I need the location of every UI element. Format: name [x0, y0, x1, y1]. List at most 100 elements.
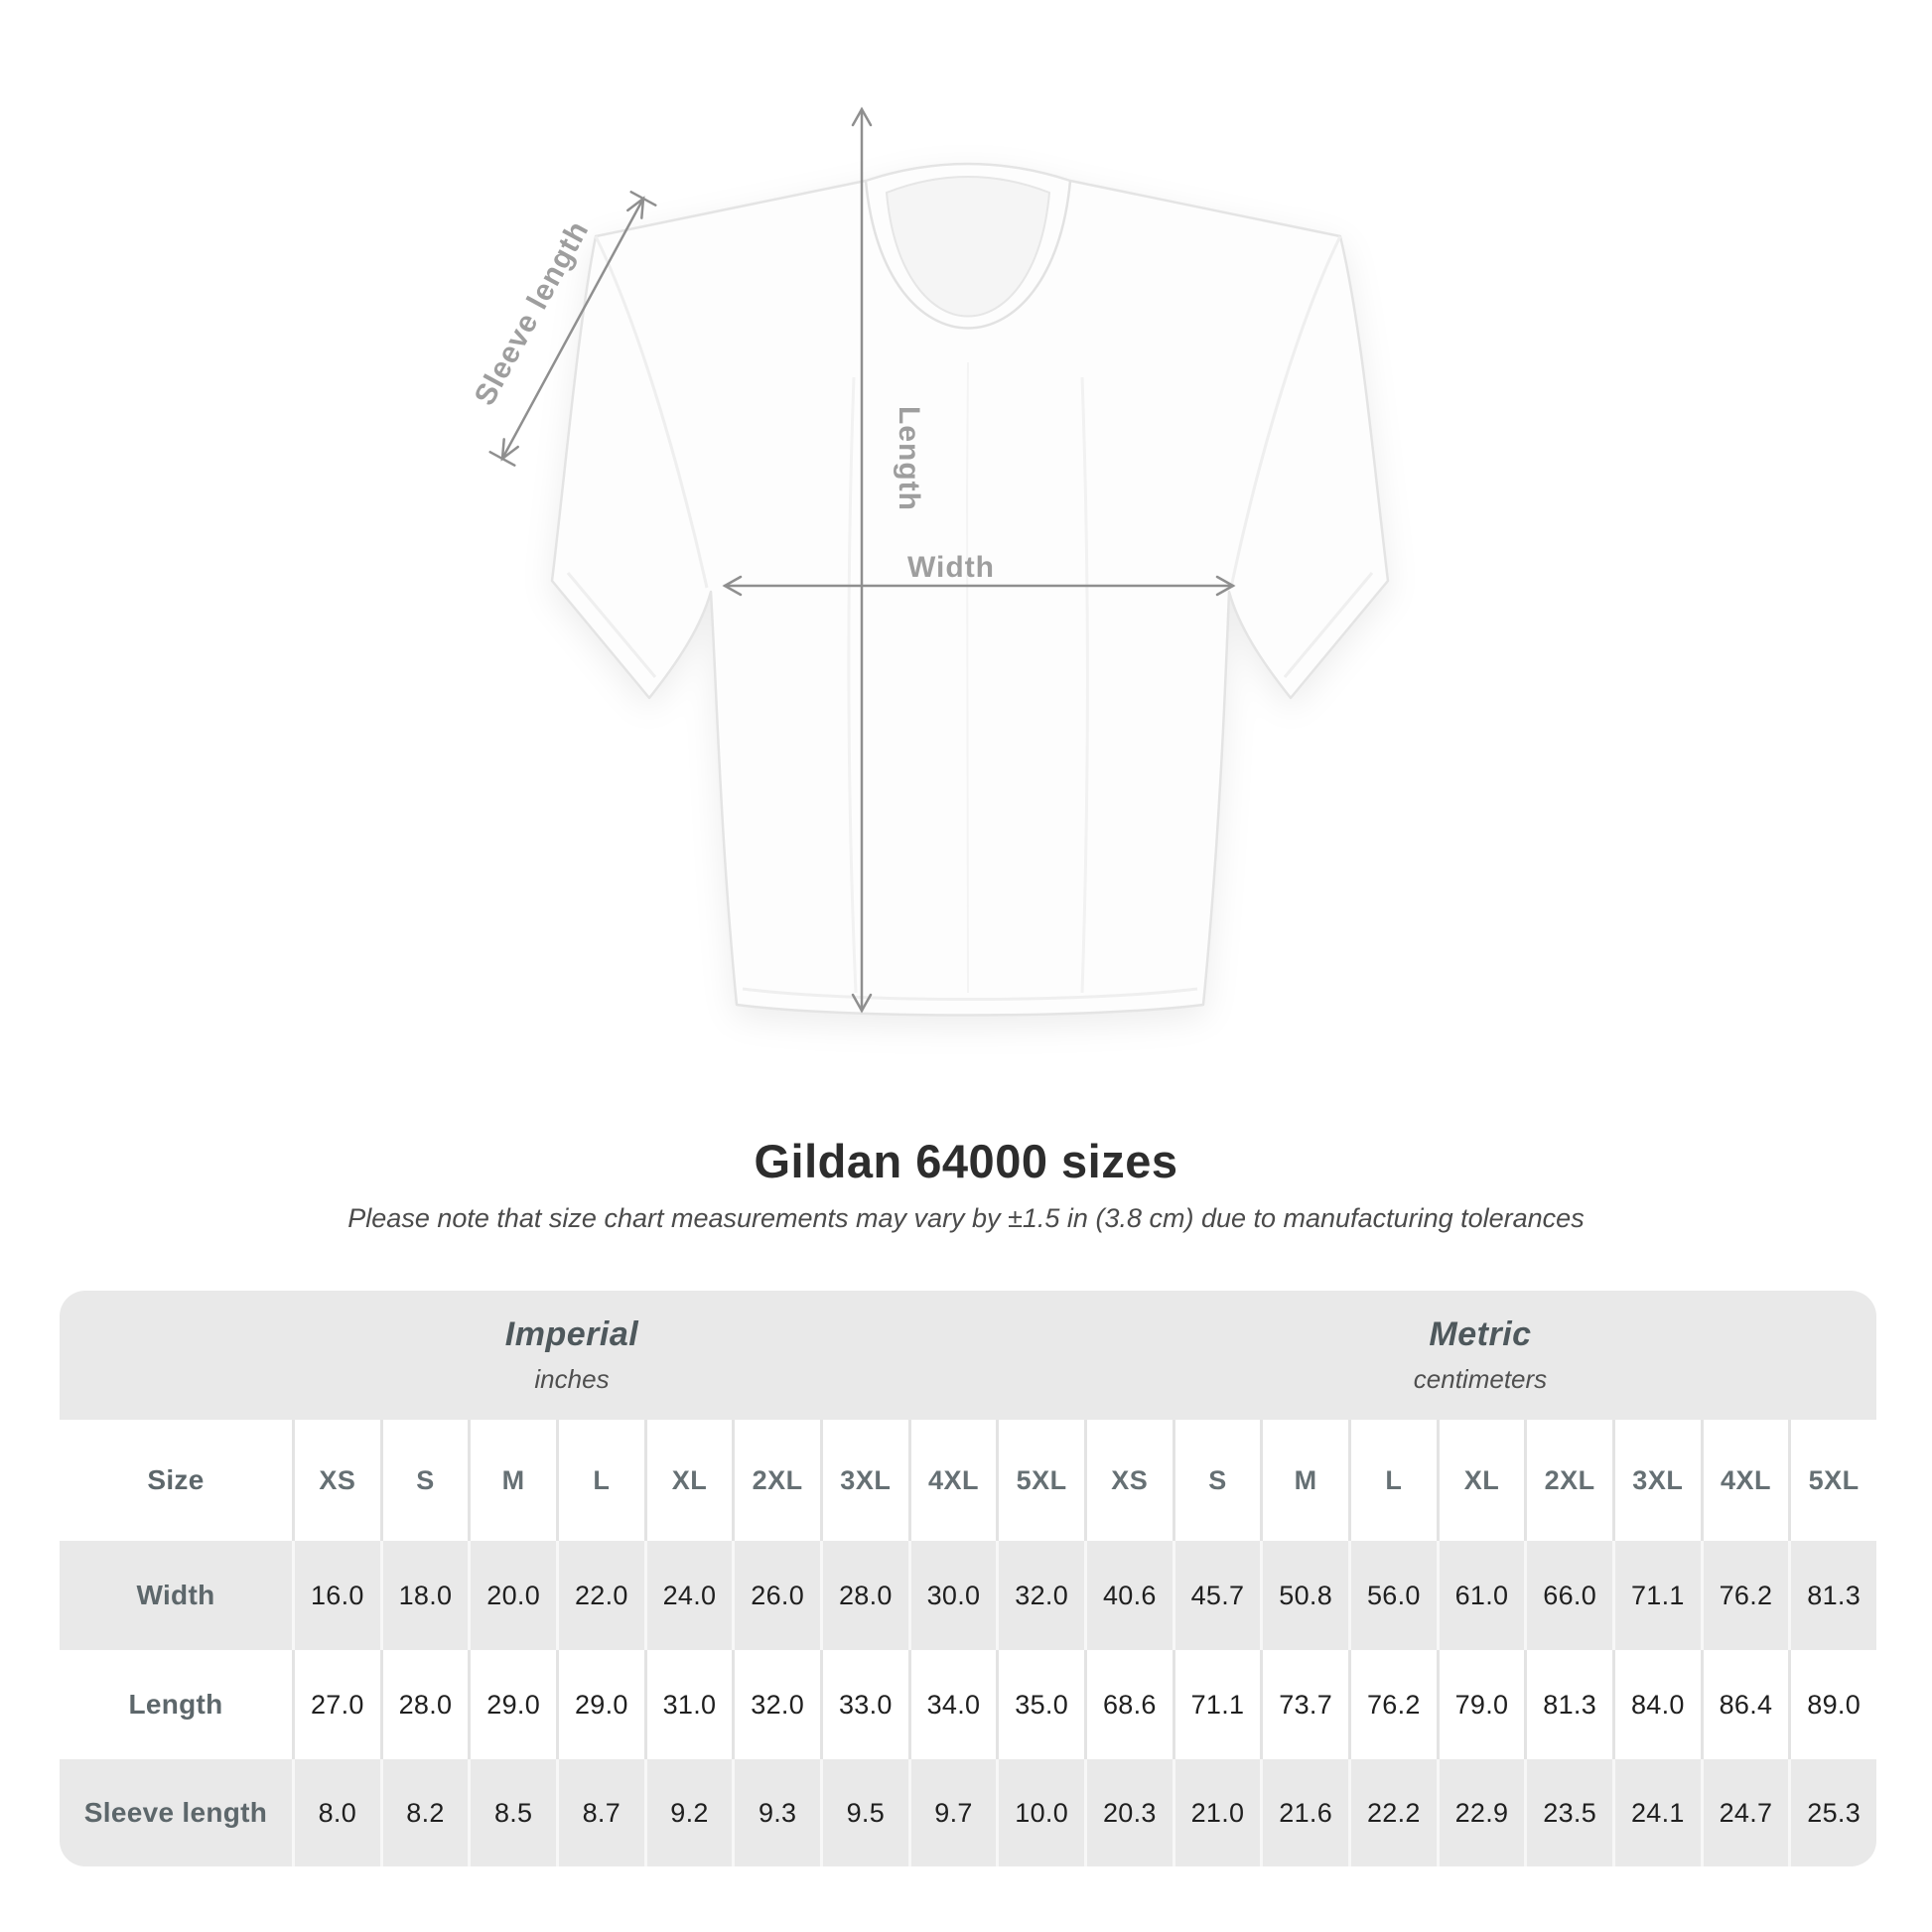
- tshirt-measurement-diagram: Length Width Sleeve length: [469, 106, 1390, 1017]
- measurement-value-cell: 9.5: [819, 1759, 908, 1866]
- measurement-value-cell: 30.0: [907, 1541, 997, 1650]
- width-arrowhead-right: [1215, 575, 1236, 597]
- measurement-value-cell: 22.2: [1347, 1759, 1437, 1866]
- size-header-cell: XL: [1436, 1420, 1525, 1541]
- measurement-value-cell: 27.0: [292, 1650, 380, 1759]
- measurement-value-cell: 24.1: [1611, 1759, 1701, 1866]
- measurement-value-cell: 79.0: [1436, 1650, 1525, 1759]
- measurement-value-cell: 61.0: [1436, 1541, 1525, 1650]
- measurement-value-cell: 86.4: [1700, 1650, 1789, 1759]
- measurement-value-cell: 34.0: [907, 1650, 997, 1759]
- sleeve-tick-top: [629, 191, 657, 207]
- size-header-cell: S: [1172, 1420, 1261, 1541]
- measurement-value-cell: 71.1: [1172, 1650, 1261, 1759]
- measurement-value-cell: 33.0: [819, 1650, 908, 1759]
- imperial-section-header: Imperial inches: [60, 1291, 1084, 1420]
- measurement-value-cell: 26.0: [732, 1541, 820, 1650]
- tshirt-seams: [566, 235, 1374, 1001]
- size-table: Imperial inches Metric centimeters Size X…: [60, 1291, 1876, 1866]
- measurement-value-cell: 45.7: [1172, 1541, 1261, 1650]
- size-header-cell: 2XL: [1524, 1420, 1612, 1541]
- measurement-value-cell: 22.9: [1436, 1759, 1525, 1866]
- measurement-value-cell: 24.7: [1700, 1759, 1789, 1866]
- width-arrowhead-left: [722, 575, 743, 597]
- metric-label: Metric: [1429, 1315, 1532, 1353]
- size-header-cell: 4XL: [1700, 1420, 1789, 1541]
- measurement-value-cell: 89.0: [1788, 1650, 1876, 1759]
- measurement-value-cell: 32.0: [732, 1650, 820, 1759]
- measurement-value-cell: 71.1: [1611, 1541, 1701, 1650]
- measurement-value-cell: 28.0: [379, 1650, 469, 1759]
- measurement-value-cell: 21.6: [1260, 1759, 1348, 1866]
- measurement-value-cell: 84.0: [1611, 1650, 1701, 1759]
- size-column-header: Size: [60, 1420, 292, 1541]
- measurement-value-cell: 22.0: [555, 1541, 644, 1650]
- measurement-value-cell: 9.7: [907, 1759, 997, 1866]
- measurement-value-cell: 21.0: [1172, 1759, 1261, 1866]
- measurement-row-label: Sleeve length: [60, 1759, 292, 1866]
- measurement-value-cell: 81.3: [1524, 1650, 1612, 1759]
- tshirt-diagram-svg: Length Width Sleeve length: [469, 106, 1390, 1017]
- width-label: Width: [907, 551, 995, 584]
- measurement-row-label: Width: [60, 1541, 292, 1650]
- measurement-value-cell: 23.5: [1524, 1759, 1612, 1866]
- tshirt-body: [550, 162, 1390, 1017]
- size-header-cell: 5XL: [996, 1420, 1084, 1541]
- length-arrowhead-top: [851, 106, 873, 127]
- imperial-label: Imperial: [504, 1315, 639, 1353]
- measurement-value-cell: 25.3: [1788, 1759, 1876, 1866]
- size-header-cell: S: [379, 1420, 469, 1541]
- tshirt-illustration: [550, 162, 1390, 1017]
- measurement-value-cell: 8.2: [379, 1759, 469, 1866]
- size-header-cell: 5XL: [1788, 1420, 1876, 1541]
- length-arrowhead-bottom: [851, 993, 873, 1014]
- size-header-cell: 3XL: [819, 1420, 908, 1541]
- size-header-cell: XL: [643, 1420, 733, 1541]
- size-header-cell: L: [1347, 1420, 1437, 1541]
- measurement-value-cell: 8.7: [555, 1759, 644, 1866]
- measurement-value-cell: 32.0: [996, 1541, 1084, 1650]
- measurement-value-cell: 18.0: [379, 1541, 469, 1650]
- measurement-value-cell: 9.2: [643, 1759, 733, 1866]
- sleeve-tick-bottom: [488, 451, 516, 467]
- measurement-value-cell: 35.0: [996, 1650, 1084, 1759]
- imperial-unit: inches: [534, 1364, 610, 1394]
- measurement-value-cell: 66.0: [1524, 1541, 1612, 1650]
- measurement-value-cell: 76.2: [1347, 1650, 1437, 1759]
- tshirt-collar-outer-rim: [864, 180, 1072, 330]
- measurement-value-cell: 20.3: [1083, 1759, 1173, 1866]
- measurement-value-cell: 81.3: [1788, 1541, 1876, 1650]
- size-header-cell: M: [1260, 1420, 1348, 1541]
- page-title: Gildan 64000 sizes: [754, 1135, 1178, 1187]
- measurement-value-cell: 73.7: [1260, 1650, 1348, 1759]
- measurement-value-cell: 24.0: [643, 1541, 733, 1650]
- size-header-cell: 3XL: [1611, 1420, 1701, 1541]
- size-header-cell: XS: [1083, 1420, 1173, 1541]
- measurement-value-cell: 29.0: [468, 1650, 556, 1759]
- metric-unit: centimeters: [1413, 1364, 1548, 1394]
- measurement-value-cell: 8.5: [468, 1759, 556, 1866]
- measurement-value-cell: 50.8: [1260, 1541, 1348, 1650]
- measurement-value-cell: 40.6: [1083, 1541, 1173, 1650]
- measurement-value-cell: 10.0: [996, 1759, 1084, 1866]
- size-header-cell: 2XL: [732, 1420, 820, 1541]
- size-header-cell: L: [555, 1420, 644, 1541]
- measurement-value-cell: 9.3: [732, 1759, 820, 1866]
- measurement-value-cell: 20.0: [468, 1541, 556, 1650]
- metric-section-header: Metric centimeters: [1083, 1291, 1876, 1420]
- size-header-cell: M: [468, 1420, 556, 1541]
- tshirt-collar-inner: [885, 176, 1051, 318]
- measurement-value-cell: 16.0: [292, 1541, 380, 1650]
- size-header-cell: XS: [292, 1420, 380, 1541]
- length-label: Length: [893, 406, 925, 511]
- measurement-row-label: Length: [60, 1650, 292, 1759]
- measurement-value-cell: 31.0: [643, 1650, 733, 1759]
- measurement-value-cell: 56.0: [1347, 1541, 1437, 1650]
- measurement-value-cell: 76.2: [1700, 1541, 1789, 1650]
- sleeve-dimension-line: [500, 197, 645, 461]
- tolerance-note: Please note that size chart measurements…: [347, 1203, 1585, 1233]
- measurement-value-cell: 8.0: [292, 1759, 380, 1866]
- measurement-value-cell: 68.6: [1083, 1650, 1173, 1759]
- measurement-value-cell: 28.0: [819, 1541, 908, 1650]
- size-header-cell: 4XL: [907, 1420, 997, 1541]
